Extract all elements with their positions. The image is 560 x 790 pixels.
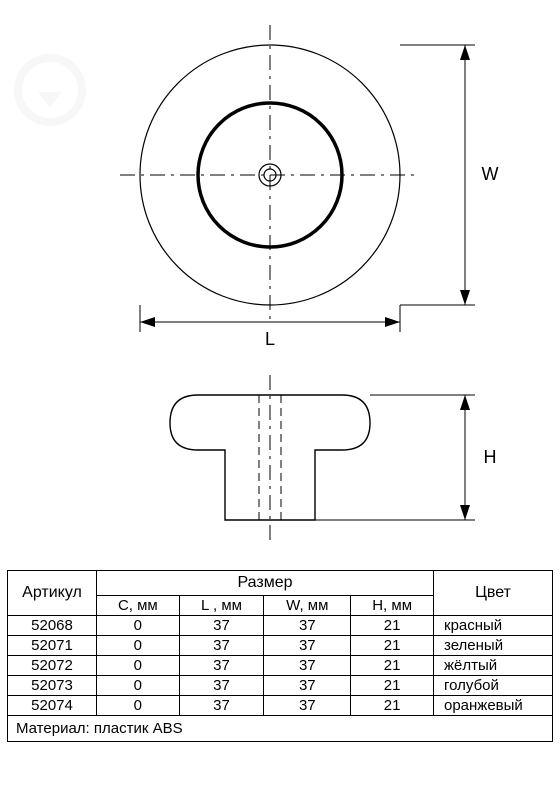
technical-drawing: W L H bbox=[0, 0, 560, 570]
cell-c: 0 bbox=[97, 696, 180, 716]
dim-label-w: W bbox=[482, 164, 499, 184]
cell-c: 0 bbox=[97, 676, 180, 696]
cell-w: 37 bbox=[264, 676, 351, 696]
spec-table: Артикул Размер Цвет C, мм L , мм W, мм H… bbox=[7, 570, 553, 716]
spec-table-wrapper: Артикул Размер Цвет C, мм L , мм W, мм H… bbox=[7, 570, 553, 742]
cell-h: 21 bbox=[351, 696, 434, 716]
table-row: 520680373721красный bbox=[8, 616, 553, 636]
col-w: W, мм bbox=[264, 596, 351, 616]
cell-article: 52068 bbox=[8, 616, 97, 636]
cell-l: 37 bbox=[179, 636, 264, 656]
col-article: Артикул bbox=[8, 571, 97, 616]
cell-color: оранжевый bbox=[434, 696, 553, 716]
cell-h: 21 bbox=[351, 656, 434, 676]
cell-h: 21 bbox=[351, 616, 434, 636]
cell-color: красный bbox=[434, 616, 553, 636]
col-h: H, мм bbox=[351, 596, 434, 616]
cell-l: 37 bbox=[179, 696, 264, 716]
cell-l: 37 bbox=[179, 616, 264, 636]
cell-w: 37 bbox=[264, 636, 351, 656]
cell-c: 0 bbox=[97, 636, 180, 656]
cell-w: 37 bbox=[264, 616, 351, 636]
material-note: Материал: пластик ABS bbox=[7, 716, 553, 742]
table-body: 520680373721красный520710373721зеленый52… bbox=[8, 616, 553, 716]
col-size: Размер bbox=[97, 571, 434, 596]
col-c: C, мм bbox=[97, 596, 180, 616]
table-row: 520730373721голубой bbox=[8, 676, 553, 696]
cell-h: 21 bbox=[351, 676, 434, 696]
cell-l: 37 bbox=[179, 676, 264, 696]
col-l: L , мм bbox=[179, 596, 264, 616]
col-color: Цвет bbox=[434, 571, 553, 616]
cell-color: жёлтый bbox=[434, 656, 553, 676]
cell-c: 0 bbox=[97, 656, 180, 676]
table-row: 520720373721жёлтый bbox=[8, 656, 553, 676]
cell-h: 21 bbox=[351, 636, 434, 656]
cell-w: 37 bbox=[264, 696, 351, 716]
cell-article: 52072 bbox=[8, 656, 97, 676]
cell-w: 37 bbox=[264, 656, 351, 676]
table-row: 520740373721оранжевый bbox=[8, 696, 553, 716]
cell-color: голубой bbox=[434, 676, 553, 696]
dim-label-l: L bbox=[265, 329, 275, 349]
cell-l: 37 bbox=[179, 656, 264, 676]
cell-c: 0 bbox=[97, 616, 180, 636]
dim-label-h: H bbox=[484, 447, 497, 467]
cell-article: 52073 bbox=[8, 676, 97, 696]
cell-article: 52071 bbox=[8, 636, 97, 656]
table-row: 520710373721зеленый bbox=[8, 636, 553, 656]
cell-article: 52074 bbox=[8, 696, 97, 716]
cell-color: зеленый bbox=[434, 636, 553, 656]
